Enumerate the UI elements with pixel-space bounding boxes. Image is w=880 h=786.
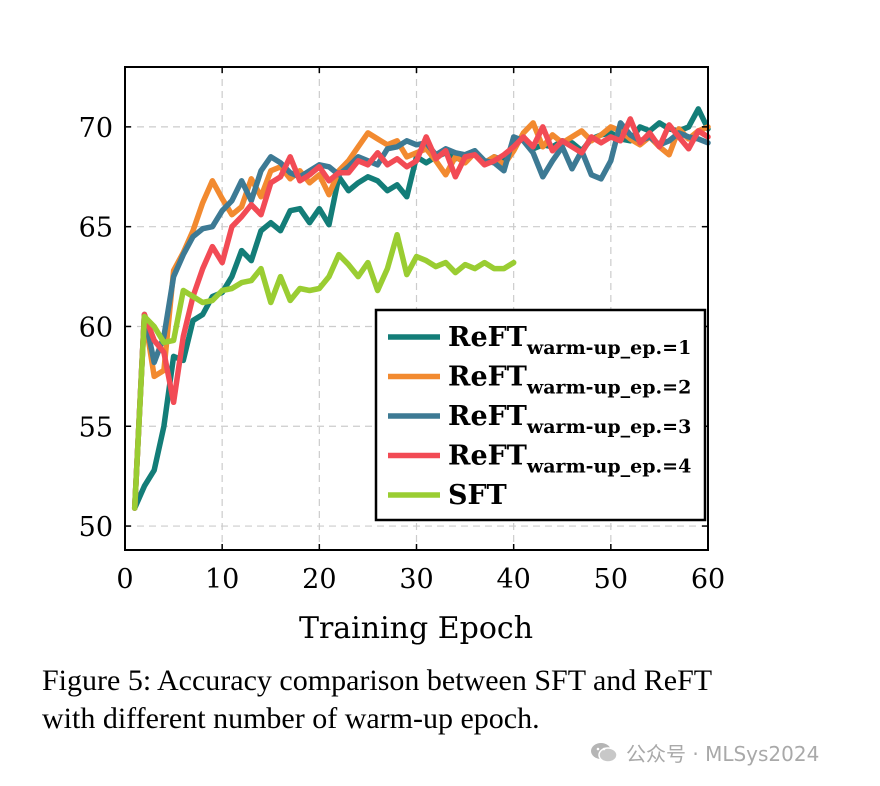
series-line-5: [131, 231, 517, 511]
legend-label-5: SFT: [448, 480, 507, 511]
legend-label-3: ReFTwarm-up_ep.=3: [448, 401, 691, 438]
legend-label-4: ReFTwarm-up_ep.=4: [448, 441, 691, 478]
chart: 0 10 20 30 40 50 60 50 55 60 65 70 Training Epoch R…: [79, 66, 725, 646]
x-tick-label: 50: [594, 564, 628, 595]
series-line-1: [131, 106, 711, 511]
y-tick-label: 60: [79, 312, 113, 343]
legend-label-1: ReFTwarm-up_ep.=1: [448, 322, 691, 359]
watermark: 公众号 · MLSys2024: [590, 738, 819, 767]
y-tick-label: 50: [79, 512, 113, 543]
y-tick-label: 65: [79, 213, 113, 244]
ticks: 0 10 20 30 40 50 60 50 55 60 65 70: [79, 67, 725, 595]
series-lines: [131, 106, 711, 511]
x-tick-label: 10: [205, 564, 239, 595]
series-line-4: [131, 116, 711, 511]
y-tick-label: 55: [79, 412, 113, 443]
wechat-icon: [591, 742, 618, 763]
legend-label-2: ReFTwarm-up_ep.=2: [448, 362, 691, 399]
x-tick-label: 20: [302, 564, 336, 595]
x-tick-label: 0: [116, 564, 133, 595]
x-tick-label: 30: [399, 564, 433, 595]
x-axis-title: Training Epoch: [299, 611, 533, 646]
y-tick-label: 70: [79, 113, 113, 144]
x-tick-label: 40: [496, 564, 530, 595]
legend: ReFTwarm-up_ep.=1ReFTwarm-up_ep.=2ReFTwa…: [374, 308, 707, 522]
x-tick-label: 60: [691, 564, 725, 595]
watermark-text: 公众号 · MLSys2024: [626, 742, 820, 766]
caption-line-1: Figure 5: Accuracy comparison between SF…: [42, 664, 713, 697]
figure-caption: Figure 5: Accuracy comparison between SF…: [42, 662, 802, 738]
caption-line-2: with different number of warm-up epoch.: [42, 702, 540, 735]
